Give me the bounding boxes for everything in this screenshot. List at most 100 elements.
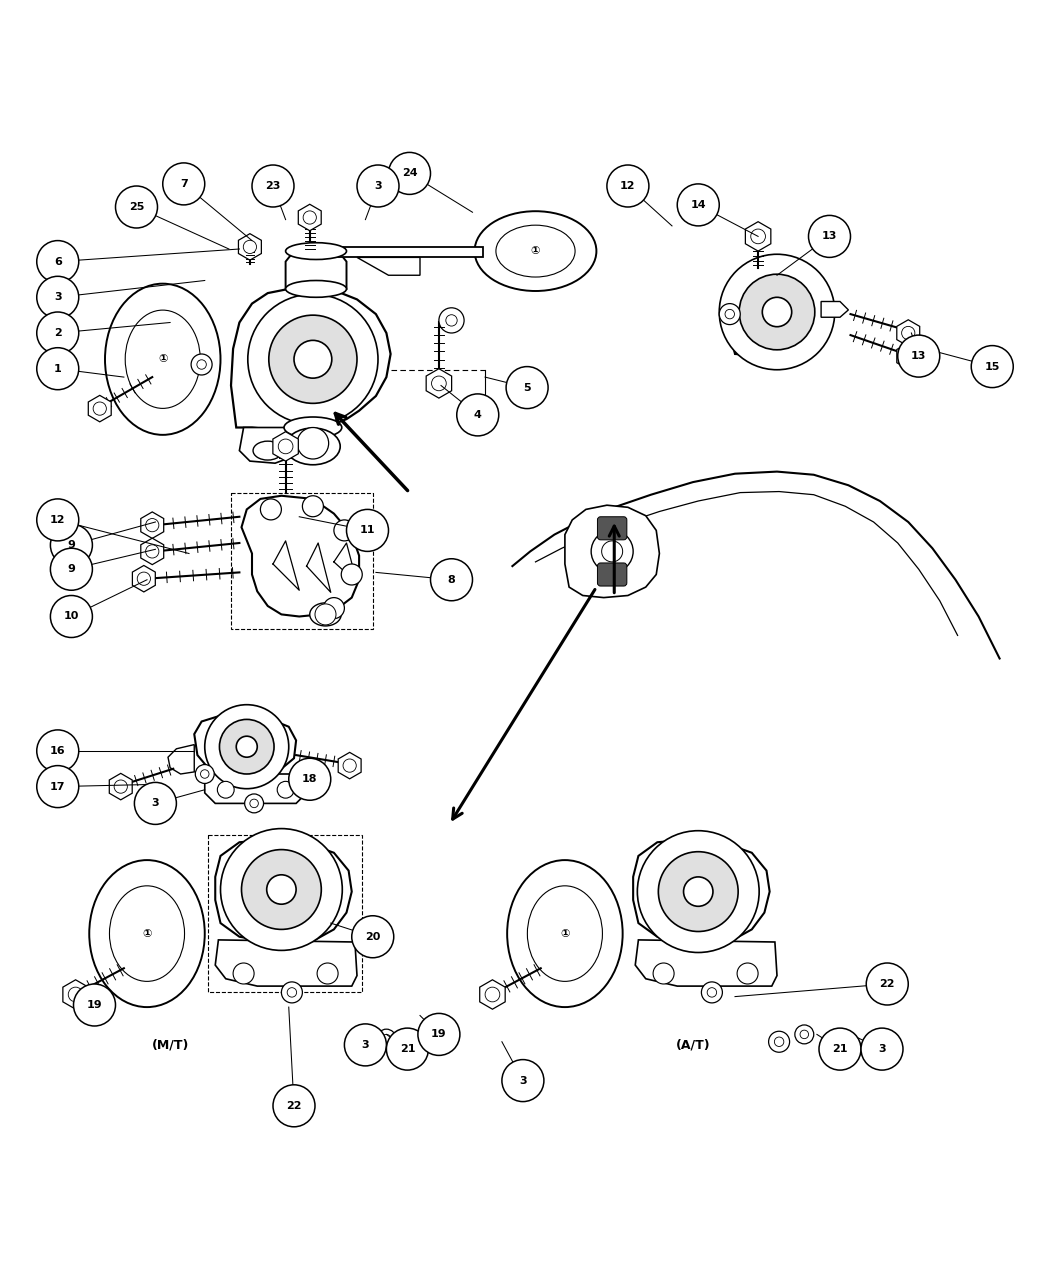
Polygon shape: [316, 247, 483, 258]
Circle shape: [146, 544, 159, 558]
Circle shape: [502, 1060, 544, 1102]
Circle shape: [341, 564, 362, 585]
Circle shape: [737, 963, 758, 984]
Circle shape: [281, 982, 302, 1003]
Polygon shape: [132, 566, 155, 592]
Text: 6: 6: [54, 256, 62, 266]
Polygon shape: [231, 289, 391, 430]
Circle shape: [719, 254, 835, 370]
Circle shape: [114, 780, 127, 793]
Circle shape: [418, 1014, 460, 1056]
Text: (A/T): (A/T): [676, 1038, 710, 1052]
Circle shape: [195, 765, 214, 783]
Circle shape: [242, 849, 321, 929]
Circle shape: [134, 783, 176, 825]
Text: 4: 4: [474, 409, 482, 419]
Circle shape: [898, 335, 940, 377]
Circle shape: [485, 987, 500, 1002]
Text: 3: 3: [519, 1076, 527, 1085]
Text: 22: 22: [287, 1100, 301, 1111]
Ellipse shape: [507, 861, 623, 1007]
Circle shape: [297, 427, 329, 459]
Circle shape: [236, 736, 257, 757]
Circle shape: [352, 1037, 373, 1057]
Circle shape: [294, 340, 332, 379]
Circle shape: [352, 915, 394, 958]
Circle shape: [205, 705, 289, 789]
Circle shape: [37, 348, 79, 390]
Circle shape: [116, 186, 158, 228]
Circle shape: [74, 984, 116, 1026]
Text: 22: 22: [880, 979, 895, 989]
Circle shape: [430, 558, 473, 601]
Circle shape: [250, 799, 258, 807]
Circle shape: [93, 402, 106, 416]
Circle shape: [245, 794, 264, 813]
Polygon shape: [242, 496, 359, 617]
Ellipse shape: [496, 226, 575, 277]
Polygon shape: [426, 368, 452, 398]
Ellipse shape: [286, 428, 340, 465]
Polygon shape: [897, 343, 920, 370]
Text: 7: 7: [180, 179, 188, 189]
Text: 13: 13: [911, 351, 926, 361]
Circle shape: [602, 541, 623, 562]
Circle shape: [432, 376, 446, 390]
Polygon shape: [215, 940, 357, 986]
Polygon shape: [63, 979, 88, 1010]
Text: 14: 14: [691, 200, 706, 210]
Circle shape: [439, 307, 464, 333]
Circle shape: [191, 354, 212, 375]
Text: 17: 17: [50, 782, 65, 792]
Circle shape: [861, 1028, 903, 1070]
Ellipse shape: [286, 242, 346, 260]
Circle shape: [37, 729, 79, 771]
Text: 21: 21: [400, 1044, 415, 1054]
Circle shape: [252, 164, 294, 207]
Ellipse shape: [310, 603, 341, 626]
Circle shape: [902, 326, 915, 339]
Text: 19: 19: [87, 1000, 102, 1010]
Circle shape: [346, 510, 388, 551]
Polygon shape: [286, 251, 346, 289]
Circle shape: [267, 875, 296, 904]
Circle shape: [769, 1031, 790, 1052]
Circle shape: [37, 765, 79, 807]
Circle shape: [775, 1037, 783, 1047]
Text: (M/T): (M/T): [151, 1038, 189, 1052]
Circle shape: [317, 963, 338, 984]
Text: 3: 3: [361, 1040, 370, 1049]
Circle shape: [377, 1029, 396, 1048]
Circle shape: [386, 1028, 428, 1070]
Polygon shape: [109, 774, 132, 799]
Text: ①: ①: [143, 928, 151, 938]
Polygon shape: [746, 222, 771, 251]
Circle shape: [739, 274, 815, 349]
Circle shape: [37, 241, 79, 283]
Polygon shape: [357, 258, 420, 275]
Text: 2: 2: [54, 328, 62, 338]
Circle shape: [288, 988, 297, 997]
Circle shape: [163, 163, 205, 205]
FancyBboxPatch shape: [597, 516, 627, 539]
Ellipse shape: [89, 861, 205, 1007]
Ellipse shape: [284, 417, 341, 439]
Circle shape: [344, 1024, 386, 1066]
Circle shape: [323, 598, 344, 618]
Ellipse shape: [125, 310, 201, 408]
Polygon shape: [205, 774, 307, 803]
FancyBboxPatch shape: [597, 564, 627, 586]
Circle shape: [607, 164, 649, 207]
Circle shape: [273, 1085, 315, 1127]
Circle shape: [50, 524, 92, 566]
Polygon shape: [633, 839, 770, 942]
Circle shape: [762, 297, 792, 326]
Text: 19: 19: [432, 1029, 446, 1039]
Circle shape: [197, 360, 206, 370]
Circle shape: [315, 604, 336, 625]
Text: 23: 23: [266, 181, 280, 191]
Polygon shape: [273, 432, 298, 462]
Circle shape: [50, 595, 92, 638]
Circle shape: [684, 877, 713, 907]
Text: 12: 12: [621, 181, 635, 191]
